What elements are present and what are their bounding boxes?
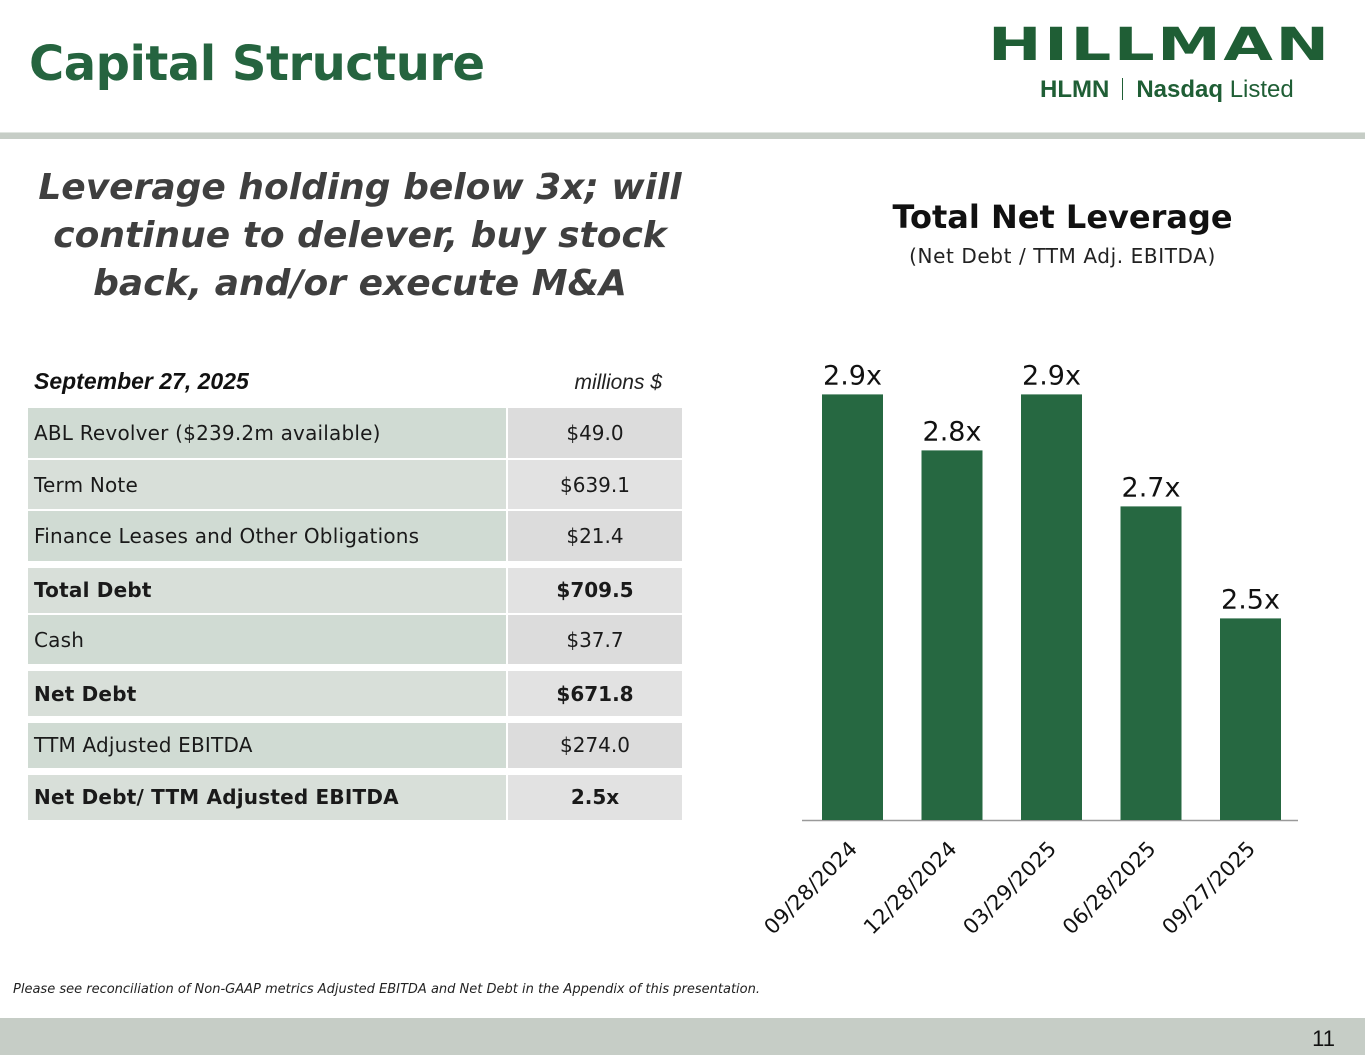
row-value: $37.7	[508, 614, 682, 667]
table-row: Cash $37.7	[28, 614, 682, 667]
row-value: 2.5x	[508, 774, 682, 822]
logo-subline: HLMN Nasdaq Listed	[1040, 76, 1294, 104]
page-number: 11	[1312, 1026, 1335, 1051]
headline: Leverage holding below 3x; will continue…	[38, 167, 682, 304]
table-row: Net Debt/ TTM Adjusted EBITDA 2.5x	[28, 769, 682, 822]
x-tick-label: 09/27/2025	[1157, 837, 1260, 940]
logo-ticker: HLMN	[1040, 76, 1110, 103]
row-label: Total Debt	[28, 568, 508, 615]
table-row: Finance Leases and Other Obligations $21.…	[28, 511, 682, 564]
table-row: TTM Adjusted EBITDA $274.0	[28, 718, 682, 770]
table-row: Net Debt $671.8	[28, 666, 682, 719]
table-units: millions $	[574, 371, 662, 394]
table-row: Total Debt $709.5	[28, 563, 682, 615]
hillman-logo: HILLMAN HLMN Nasdaq Listed	[988, 22, 1350, 106]
bar-06-28-2025	[1120, 506, 1182, 820]
leverage-bar-chart: 2.9x 09/28/2024 2.8x 12/28/2024 2.9x 03/29/20…	[759, 360, 1298, 940]
logo-separator	[1122, 78, 1124, 100]
row-label: TTM Adjusted EBITDA	[28, 723, 508, 770]
bar-value-label: 2.8x	[923, 416, 982, 447]
row-label: Term Note	[28, 459, 508, 512]
page-title: Capital Structure	[29, 36, 485, 92]
bar-09-27-2025	[1220, 618, 1281, 820]
bar-09-28-2024	[822, 394, 883, 820]
row-value: $709.5	[508, 568, 682, 615]
x-tick-label: 03/29/2025	[958, 837, 1061, 940]
row-label: ABL Revolver ($239.2m available)	[28, 408, 508, 460]
row-value: $671.8	[508, 671, 682, 719]
chart-subtitle: (Net Debt / TTM Adj. EBITDA)	[909, 244, 1216, 268]
row-label: Net Debt	[28, 671, 508, 719]
capital-structure-table: ABL Revolver ($239.2m available) $49.0 Ter…	[28, 408, 682, 822]
row-value: $49.0	[508, 408, 682, 460]
table-row: Term Note $639.1	[28, 459, 682, 512]
bar-value-label: 2.9x	[1022, 360, 1081, 391]
table-row: ABL Revolver ($239.2m available) $49.0	[28, 408, 682, 460]
row-label: Finance Leases and Other Obligations	[28, 511, 508, 564]
x-tick-label: 12/28/2024	[859, 837, 962, 940]
row-value: $639.1	[508, 459, 682, 512]
footnote: Please see reconciliation of Non-GAAP me…	[13, 982, 760, 997]
logo-wordmark: HILLMAN	[988, 18, 1332, 71]
chart-title: Total Net Leverage	[892, 198, 1233, 236]
capital-table-header: September 27, 2025 millions $	[28, 368, 682, 400]
bar-value-label: 2.5x	[1221, 584, 1280, 615]
bar-value-label: 2.7x	[1122, 472, 1181, 503]
bar-03-29-2025	[1021, 394, 1082, 820]
footer-bar: 11	[0, 1018, 1365, 1055]
x-tick-label: 06/28/2025	[1058, 837, 1161, 940]
row-label: Net Debt/ TTM Adjusted EBITDA	[28, 774, 508, 822]
row-value: $274.0	[508, 723, 682, 770]
x-tick-label: 09/28/2024	[759, 837, 862, 940]
row-value: $21.4	[508, 511, 682, 564]
logo-exchange-suffix: Listed	[1229, 76, 1294, 103]
bar-12-28-2024	[921, 450, 983, 820]
row-label: Cash	[28, 614, 508, 667]
header-divider	[0, 132, 1365, 139]
logo-exchange: Nasdaq	[1136, 76, 1224, 103]
bar-value-label: 2.9x	[823, 360, 882, 391]
table-date: September 27, 2025	[34, 368, 249, 394]
